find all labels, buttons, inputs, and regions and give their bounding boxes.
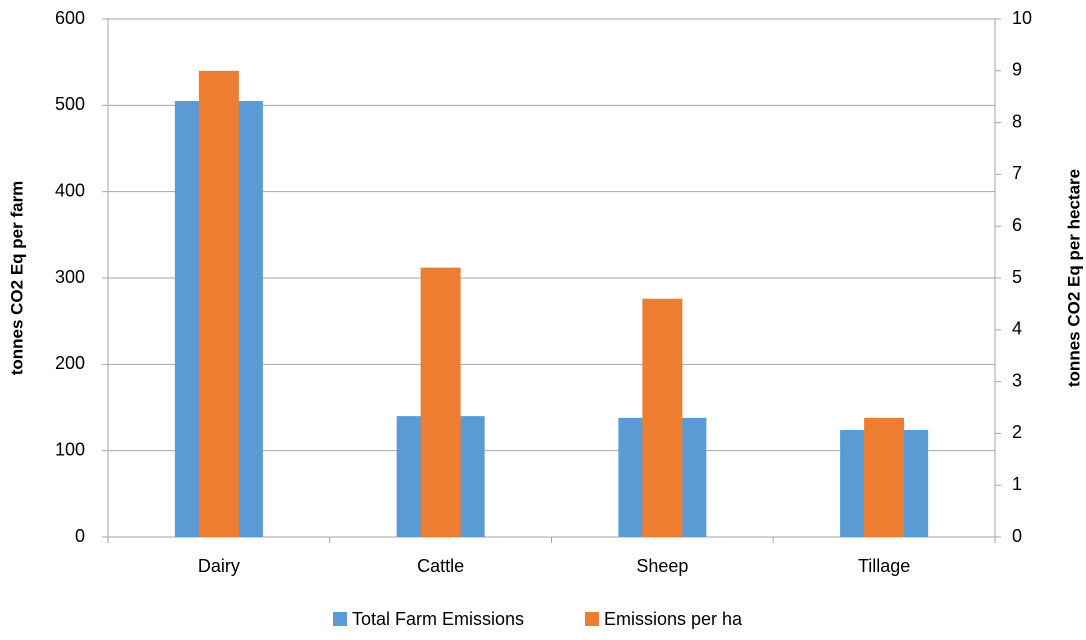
bar	[420, 267, 461, 537]
legend-swatch	[333, 612, 347, 626]
y2-axis-title: tonnes CO2 Eq per hectare	[1064, 169, 1083, 387]
bar	[198, 70, 239, 538]
y2-tick-label: 8	[1012, 111, 1022, 131]
y2-tick-label: 6	[1012, 215, 1022, 235]
y-tick-label: 200	[55, 353, 85, 373]
y2-tick-label: 1	[1012, 474, 1022, 494]
x-tick-label: Cattle	[417, 556, 464, 576]
y2-tick-label: 2	[1012, 422, 1022, 442]
y-tick-label: 300	[55, 267, 85, 287]
x-tick-label: Dairy	[198, 556, 240, 576]
y2-tick-label: 5	[1012, 267, 1022, 287]
y2-tick-label: 0	[1012, 526, 1022, 546]
legend-label: Total Farm Emissions	[352, 609, 524, 629]
x-tick-label: Tillage	[858, 556, 910, 576]
y2-tick-label: 9	[1012, 60, 1022, 80]
bar	[864, 417, 905, 537]
y-tick-label: 400	[55, 180, 85, 200]
y2-tick-label: 7	[1012, 163, 1022, 183]
bar	[642, 298, 683, 537]
legend-label: Emissions per ha	[604, 609, 743, 629]
y-tick-label: 0	[75, 526, 85, 546]
x-tick-label: Sheep	[636, 556, 688, 576]
y2-tick-label: 4	[1012, 319, 1022, 339]
legend-swatch	[585, 612, 599, 626]
y2-tick-label: 3	[1012, 370, 1022, 390]
y2-tick-label: 10	[1012, 8, 1032, 28]
y-tick-label: 100	[55, 439, 85, 459]
y-tick-label: 500	[55, 94, 85, 114]
y-axis-title: tonnes CO2 Eq per farm	[7, 181, 26, 376]
y-tick-label: 600	[55, 8, 85, 28]
